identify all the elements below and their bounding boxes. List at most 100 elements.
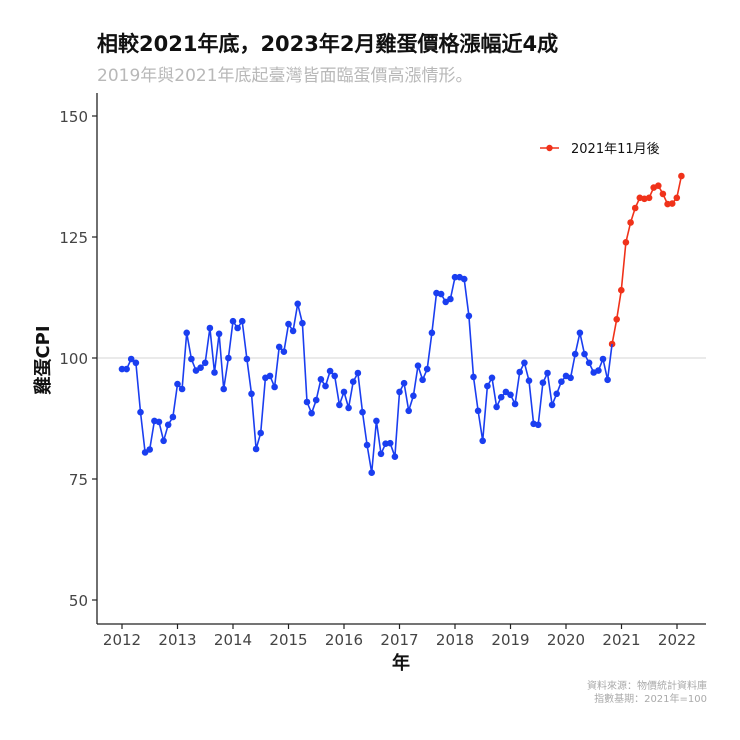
data-point (127, 355, 135, 363)
data-point (497, 393, 505, 401)
data-point (613, 316, 620, 323)
data-point (252, 445, 260, 453)
data-point (354, 369, 362, 377)
y-tick-label: 125 (59, 229, 88, 247)
data-point (581, 350, 588, 358)
data-point (558, 378, 565, 386)
y-axis-ticks: 50 75 100 125 150 (59, 108, 97, 610)
x-axis-title: 年 (392, 652, 410, 674)
x-tick-label: 2019 (491, 631, 529, 649)
data-point (123, 365, 130, 373)
data-point (484, 382, 491, 390)
series-before (118, 273, 611, 477)
data-point (571, 350, 579, 358)
data-point (220, 385, 227, 393)
data-point (211, 369, 218, 376)
data-point (678, 172, 685, 180)
data-point (507, 391, 514, 399)
data-point (488, 374, 496, 382)
data-point (312, 396, 320, 404)
data-point (673, 194, 681, 202)
x-tick-label: 2022 (658, 631, 696, 649)
data-point (215, 330, 223, 338)
data-point (447, 295, 454, 303)
x-tick-label: 2016 (325, 631, 363, 649)
data-point (183, 329, 190, 337)
data-point (174, 380, 181, 388)
data-point (285, 320, 292, 328)
data-point (308, 409, 315, 417)
data-point (280, 348, 288, 356)
data-point (336, 401, 343, 409)
source-caption: 資料來源：物價統計資料庫 指數基期：2021年=100 (587, 680, 707, 706)
data-point (493, 403, 500, 411)
x-tick-label: 2012 (103, 631, 141, 649)
legend-label: 2021年11月後 (571, 142, 660, 157)
data-point (188, 355, 195, 363)
data-point (423, 365, 431, 373)
data-point (363, 441, 371, 449)
data-point (169, 413, 177, 421)
data-point (248, 390, 255, 398)
data-point (234, 324, 241, 332)
data-point (622, 239, 630, 246)
data-point (631, 204, 639, 212)
data-point (340, 388, 348, 396)
data-point (414, 362, 422, 370)
data-point (396, 388, 403, 396)
data-point (400, 379, 408, 387)
data-point (271, 383, 278, 391)
data-point (659, 190, 667, 198)
data-point (294, 300, 302, 308)
data-point (470, 373, 477, 381)
data-point (595, 367, 602, 374)
data-point (391, 453, 399, 461)
data-point (544, 369, 551, 377)
data-point (604, 376, 611, 384)
data-point (178, 385, 186, 393)
data-point (474, 407, 482, 415)
chart-subtitle: 2019年與2021年底起臺灣皆面臨蛋價高漲情形。 (97, 66, 473, 86)
data-point (599, 355, 607, 363)
data-point (243, 355, 251, 363)
data-point (359, 408, 366, 416)
data-point (322, 382, 329, 390)
data-point (368, 469, 376, 477)
data-point (668, 200, 676, 207)
data-point (137, 408, 144, 416)
data-point (410, 392, 417, 400)
x-tick-label: 2018 (436, 631, 474, 649)
data-point (534, 421, 542, 429)
data-point (197, 364, 204, 372)
data-point (521, 359, 528, 367)
data-point (349, 378, 357, 386)
data-point (460, 275, 468, 283)
data-point (373, 417, 380, 425)
data-point (275, 343, 283, 351)
y-tick-label: 150 (59, 108, 88, 126)
data-point (655, 182, 662, 189)
base-period-text: 指數基期：2021年=100 (594, 694, 707, 705)
data-point (164, 421, 172, 429)
chart-title: 相較2021年底，2023年2月雞蛋價格漲幅近4成 (97, 32, 559, 56)
data-point (206, 324, 214, 332)
series-after (608, 172, 685, 348)
x-tick-label: 2014 (214, 631, 252, 649)
x-tick-label: 2015 (269, 631, 307, 649)
data-point (303, 398, 311, 406)
x-tick-label: 2013 (158, 631, 196, 649)
data-point (257, 429, 265, 437)
data-point (553, 390, 560, 398)
data-point (437, 290, 445, 298)
data-point (201, 359, 209, 367)
data-point (386, 439, 394, 447)
y-tick-label: 75 (69, 471, 88, 489)
series-connector (606, 343, 613, 380)
series-layer (118, 172, 685, 477)
x-tick-label: 2021 (602, 631, 640, 649)
data-point (155, 418, 163, 426)
series-line (122, 276, 609, 474)
data-point (146, 446, 153, 453)
data-point (645, 194, 653, 202)
data-point (132, 359, 140, 367)
